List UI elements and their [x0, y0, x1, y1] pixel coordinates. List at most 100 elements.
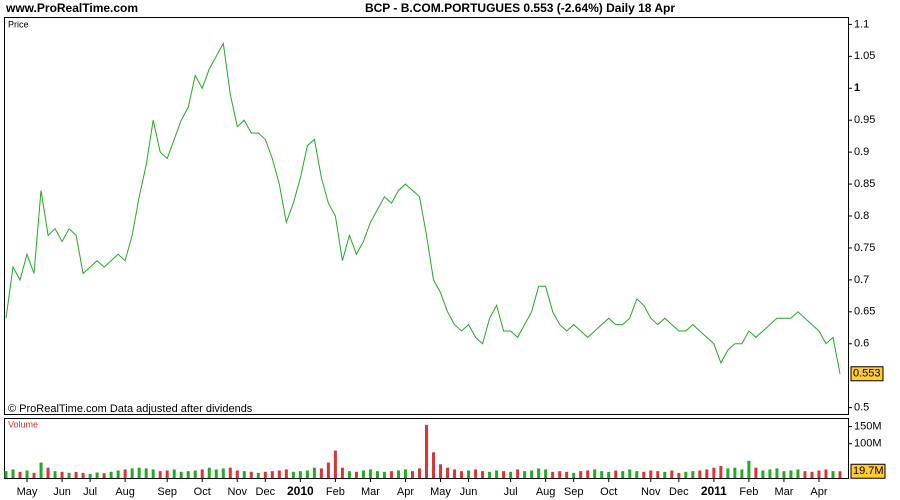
- volume-bar: [747, 460, 751, 478]
- x-tick-label: Nov: [641, 486, 661, 498]
- volume-bar: [144, 468, 148, 478]
- volume-bar: [775, 468, 779, 478]
- volume-bar: [789, 470, 793, 478]
- y-tick-label: 1.1: [854, 18, 869, 30]
- volume-bar: [326, 462, 330, 478]
- volume-bar: [474, 469, 478, 478]
- volume-bar: [60, 471, 64, 478]
- x-tick-label: Feb: [326, 486, 345, 498]
- volume-bar: [417, 468, 421, 478]
- volume-bar: [579, 471, 583, 478]
- volume-bar: [368, 469, 372, 478]
- volume-bar: [488, 471, 492, 478]
- volume-bar: [824, 469, 828, 478]
- volume-bar: [698, 470, 702, 478]
- volume-bar: [803, 471, 807, 478]
- volume-bar: [642, 471, 646, 478]
- x-tick-label: 2011: [701, 484, 727, 498]
- volume-bar: [389, 471, 393, 478]
- volume-bar: [649, 470, 653, 478]
- volume-bar: [277, 470, 281, 478]
- volume-bar: [460, 471, 464, 478]
- x-tick-label: Mar: [774, 486, 793, 498]
- volume-bar: [235, 470, 239, 478]
- x-tick-label: Oct: [194, 486, 211, 498]
- y-tick-label: 0.7: [854, 274, 869, 286]
- x-tick-label: Mar: [361, 486, 380, 498]
- last-volume-label: 19.7M: [853, 465, 884, 477]
- y-tick-label: 0.9: [854, 146, 869, 158]
- x-tick-label: Jun: [460, 486, 478, 498]
- volume-bar: [25, 470, 29, 478]
- volume-bar: [782, 471, 786, 478]
- volume-bar: [270, 471, 274, 478]
- volume-bar: [284, 469, 288, 478]
- volume-bar: [186, 471, 190, 478]
- volume-bar: [425, 424, 429, 478]
- volume-bar: [705, 469, 709, 478]
- x-tick-label: Apr: [810, 486, 827, 498]
- volume-bar: [656, 471, 660, 478]
- volume-bar: [249, 471, 253, 478]
- volume-bar: [565, 471, 569, 478]
- volume-bar: [817, 470, 821, 478]
- volume-bar: [319, 468, 323, 478]
- volume-bar: [481, 471, 485, 478]
- x-tick-label: Dec: [669, 486, 689, 498]
- volume-bar: [593, 469, 597, 478]
- volume-bar: [102, 473, 106, 478]
- x-tick-label: 2010: [287, 484, 314, 498]
- volume-bar: [375, 471, 379, 478]
- volume-bar: [228, 467, 232, 478]
- volume-bar: [572, 472, 576, 478]
- volume-bar: [53, 471, 57, 478]
- y2-tick-label: 100M: [854, 438, 882, 450]
- volume-bar: [165, 470, 169, 478]
- volume-bar: [340, 467, 344, 478]
- y-tick-label: 1.05: [854, 50, 875, 62]
- volume-bar: [453, 469, 457, 478]
- volume-bar: [151, 469, 155, 478]
- volume-bar: [410, 471, 414, 478]
- x-tick-label: Apr: [397, 486, 414, 498]
- volume-bar: [158, 471, 162, 478]
- volume-bar: [530, 470, 534, 478]
- volume-bar: [684, 471, 688, 478]
- x-tick-label: May: [430, 486, 451, 498]
- volume-bar: [551, 471, 555, 478]
- volume-bar: [382, 471, 386, 478]
- x-tick-label: Jul: [504, 486, 518, 498]
- volume-bar: [761, 470, 765, 478]
- volume-bar: [691, 471, 695, 478]
- x-tick-label: Nov: [227, 486, 247, 498]
- last-volume-badge: [850, 463, 886, 479]
- y-tick-label: 1: [854, 82, 860, 94]
- volume-bar: [18, 471, 22, 478]
- volume-bar: [11, 469, 15, 478]
- volume-bar: [354, 471, 358, 478]
- volume-bar: [116, 470, 120, 478]
- volume-bar: [663, 471, 667, 478]
- last-price-badge: [850, 366, 884, 382]
- price-panel: [4, 17, 849, 415]
- y-tick-label: 0.95: [854, 114, 875, 126]
- volume-bar: [467, 470, 471, 478]
- volume-bar: [221, 468, 225, 478]
- volume-bar: [621, 471, 625, 478]
- volume-bar: [130, 468, 134, 478]
- x-tick-label: Aug: [536, 486, 556, 498]
- volume-bar: [361, 470, 365, 478]
- volume-bar: [32, 472, 36, 478]
- x-tick-label: May: [17, 486, 38, 498]
- volume-bar: [810, 471, 814, 478]
- x-tick-label: Jul: [83, 486, 97, 498]
- volume-bar: [523, 471, 527, 478]
- volume-bar: [754, 467, 758, 478]
- volume-bar: [628, 469, 632, 478]
- volume-bar: [109, 471, 113, 478]
- y-tick-label: 0.6: [854, 338, 869, 350]
- volume-bar: [88, 473, 92, 478]
- volume-bar: [726, 468, 730, 478]
- last-price-label: 0.553: [853, 368, 881, 380]
